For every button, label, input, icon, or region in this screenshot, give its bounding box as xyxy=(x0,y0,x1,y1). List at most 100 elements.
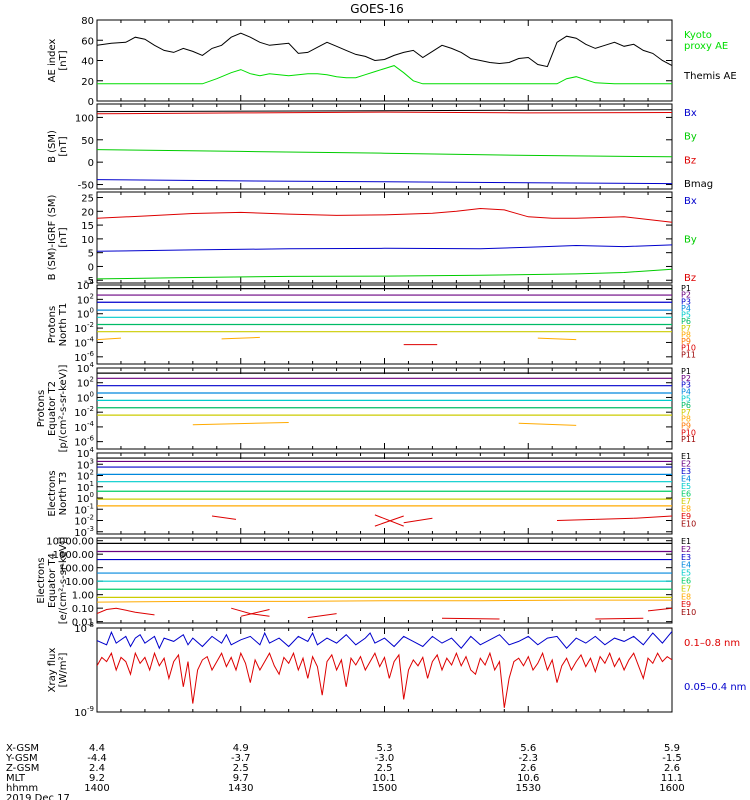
series-line-4 xyxy=(97,179,672,185)
y-tick-label: -50 xyxy=(78,181,94,192)
legend-label: P2 xyxy=(681,374,691,383)
footer-value: 4.4 xyxy=(89,743,105,754)
y-tick-label: 10-2 xyxy=(74,405,94,419)
y-tick-label: 100.00 xyxy=(59,564,94,575)
legend-label: P3 xyxy=(681,381,691,390)
y-tick-label: 0.10 xyxy=(72,604,94,615)
legend-label: 0.1–0.8 nm xyxy=(684,638,740,649)
legend-label: E4 xyxy=(681,561,691,570)
y-tick-label: 0 xyxy=(88,158,94,169)
y-tick-label: -5 xyxy=(84,276,94,287)
y-tick-label: 10.00 xyxy=(65,577,94,588)
y-axis-label: B (SM)-IGRF (SM)[nT] xyxy=(47,195,69,281)
footer-value: 10.1 xyxy=(373,773,395,784)
sparse-segment-8 xyxy=(647,607,672,612)
sparse-segment-5 xyxy=(556,518,596,521)
panel-7: 10000.00 1000.00 100.00 10.00 1.00 0.10 0.01El… xyxy=(36,537,696,629)
sparse-segment-5 xyxy=(307,613,337,619)
footer-row-label: Z-GSM xyxy=(6,763,39,774)
sparse-segment-4 xyxy=(403,517,433,524)
y-tick-label: 10000.00 xyxy=(46,537,94,548)
panel-data xyxy=(97,372,672,426)
y-tick-label: 20 xyxy=(81,77,94,88)
footer-value: -3.0 xyxy=(375,753,395,764)
plot-title: GOES-16 xyxy=(350,2,404,16)
footer-value: 10.6 xyxy=(517,773,539,784)
footer-row-label: X-GSM xyxy=(6,743,39,754)
series-line-2 xyxy=(97,244,672,252)
series-line-2 xyxy=(97,111,672,115)
series-line-2 xyxy=(97,651,672,708)
y-axis-label: ProtonsNorth T1 xyxy=(47,303,69,347)
panel-data xyxy=(97,630,672,708)
panel-data xyxy=(97,457,672,527)
legend-label: E4 xyxy=(681,475,691,484)
legend-label: E6 xyxy=(681,490,691,499)
legend-label: Bz xyxy=(684,273,696,284)
legend-label: P9 xyxy=(681,422,691,431)
footer-value: 2.6 xyxy=(520,763,536,774)
footer-value: -3.7 xyxy=(231,753,251,764)
panel-frame xyxy=(96,103,673,190)
legend-label: P10 xyxy=(681,344,696,353)
footer-value: 5.6 xyxy=(520,743,536,754)
legend-label: E2 xyxy=(681,545,691,554)
legend-label: P6 xyxy=(681,401,691,410)
panel-frame xyxy=(96,191,673,284)
sparse-segment-1 xyxy=(211,515,237,520)
footer-row-label: 2019 Dec 17 xyxy=(6,793,70,800)
legend-label: P3 xyxy=(681,297,691,306)
y-tick-label: 102 xyxy=(77,376,94,390)
legend-label: P1 xyxy=(681,367,691,376)
sparse-segment-1 xyxy=(97,337,122,341)
panel-data xyxy=(97,287,672,346)
footer-value: 9.2 xyxy=(89,773,105,784)
sparse-segment-7 xyxy=(595,617,644,620)
series-line-3 xyxy=(97,268,672,280)
sparse-segment-1 xyxy=(192,422,289,426)
footer-value: -1.5 xyxy=(662,753,682,764)
legend-label: P4 xyxy=(681,304,691,313)
y-tick-label: 100 xyxy=(77,390,94,404)
y-axis-label: B (SM)[nT] xyxy=(47,130,69,163)
y-tick-label: 80 xyxy=(81,16,94,27)
footer-row-label: hhmm xyxy=(6,783,38,794)
legend-label: P4 xyxy=(681,387,691,396)
footer-row-label: Y-GSM xyxy=(5,753,38,764)
legend-label: By xyxy=(684,132,697,143)
legend-label: E6 xyxy=(681,577,691,586)
panel-6: 10410310210110010-110-210-3ElectronsNort… xyxy=(47,446,696,539)
y-tick-label: 10-4 xyxy=(74,420,94,434)
legend-label: Bx xyxy=(684,108,697,119)
series-line-1 xyxy=(97,630,672,650)
panel-2: -50 0 50 100 B (SM)[nT] Bx By Bz Bmag xyxy=(47,103,713,192)
legend-label: P7 xyxy=(681,324,691,333)
series-line-1 xyxy=(97,207,672,223)
sparse-segment-3 xyxy=(231,607,270,617)
panel-data xyxy=(97,32,672,85)
legend-label: 0.05–0.4 nm xyxy=(684,682,746,693)
panel-data xyxy=(97,542,672,620)
legend-label: P1 xyxy=(681,284,691,293)
legend-label: E8 xyxy=(681,592,691,601)
footer-value: 1500 xyxy=(372,783,397,794)
footer-row-label: MLT xyxy=(6,773,26,784)
footer-value: 2.5 xyxy=(233,763,249,774)
y-tick-label: 60 xyxy=(81,36,94,47)
legend-label: E8 xyxy=(681,505,691,514)
footer-value: -2.3 xyxy=(518,753,538,764)
y-tick-label: 5 xyxy=(88,249,94,260)
y-axis-label: ElectronsEquator T4[e/(cm²-s-sr-keV)] xyxy=(36,537,69,625)
y-axis-label: Xray flux[W/m²] xyxy=(47,648,69,693)
panel-frame xyxy=(96,537,673,624)
footer-value: 5.3 xyxy=(377,743,393,754)
sparse-segment-3 xyxy=(537,337,577,341)
y-axis-label: ProtonsEquator T2[p/(cm²-s-sr-keV)] xyxy=(36,365,69,453)
sparse-segment-2 xyxy=(97,607,155,616)
y-tick-label: 102 xyxy=(77,292,94,306)
y-tick-label: 10-9 xyxy=(74,705,94,719)
y-tick-label: 25 xyxy=(81,194,94,205)
footer-value: 5.9 xyxy=(664,743,680,754)
panel-frame xyxy=(96,627,673,713)
footer-value: 1530 xyxy=(516,783,541,794)
